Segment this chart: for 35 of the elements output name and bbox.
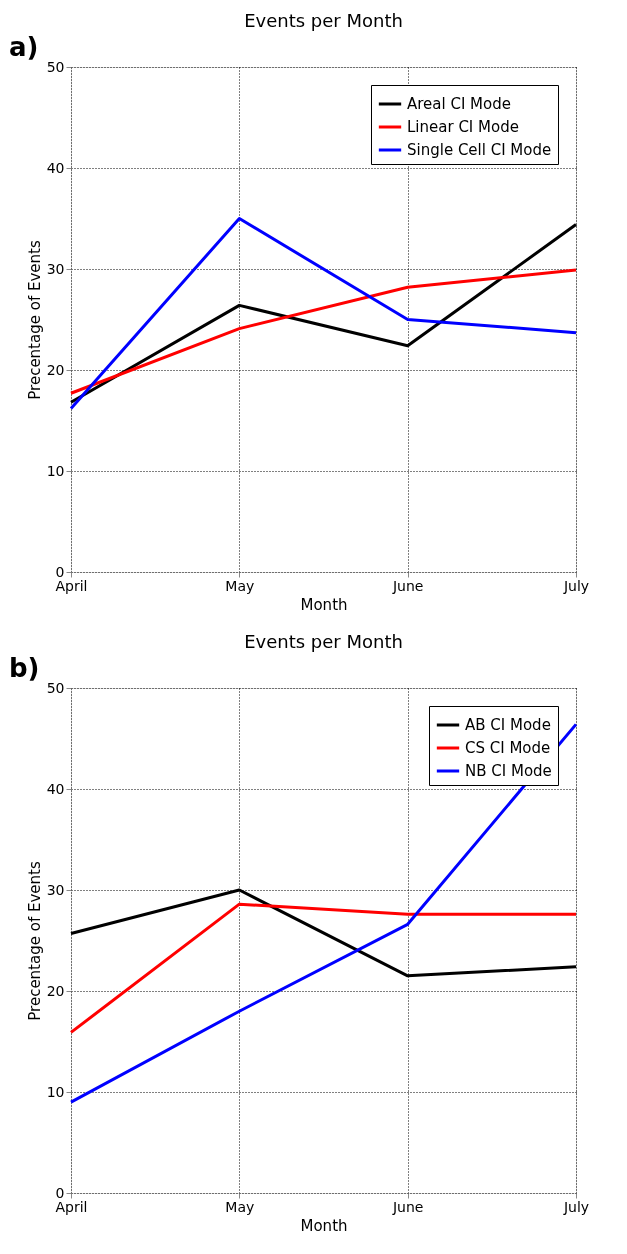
text: b) — [9, 653, 40, 683]
x-tick-label: July — [562, 577, 590, 594]
legend-label: AB CI Mode — [465, 716, 551, 734]
y-tick-label: 40 — [46, 159, 65, 176]
y-tick-label: 10 — [46, 1083, 65, 1100]
y-tick-label: 10 — [46, 462, 65, 479]
x-tick-label: April — [55, 1198, 88, 1215]
chart-title: Events per Month — [244, 10, 403, 31]
y-tick-label: 40 — [46, 780, 65, 797]
legend-label: Linear CI Mode — [407, 118, 519, 136]
legend-label: Single Cell CI Mode — [407, 141, 552, 159]
y-tick-label: 30 — [46, 260, 65, 277]
x-tick-label: May — [225, 1198, 255, 1215]
y-tick-label: 0 — [55, 1184, 65, 1201]
line-series — [69, 268, 578, 395]
x-tick-label: June — [391, 1198, 424, 1215]
y-axis-title: Precentage of Events — [25, 240, 44, 400]
y-tick-label: 30 — [46, 881, 65, 898]
y-tick-label: 50 — [46, 679, 65, 696]
x-axis-title: Month — [300, 1216, 348, 1235]
y-tick-label: 20 — [46, 982, 65, 999]
legend-label: Areal CI Mode — [407, 95, 511, 113]
x-tick-label: April — [55, 577, 88, 594]
y-tick-label: 0 — [55, 563, 65, 580]
text: a) — [9, 32, 39, 62]
x-axis-title: Month — [300, 595, 348, 614]
legend-label: CS CI Mode — [465, 739, 551, 757]
chart-title: Events per Month — [244, 631, 403, 652]
y-axis-title: Precentage of Events — [25, 861, 44, 1021]
legend-label: NB CI Mode — [465, 762, 552, 780]
x-tick-label: July — [562, 1198, 590, 1215]
x-tick-label: June — [391, 577, 424, 594]
y-tick-label: 50 — [46, 58, 65, 75]
y-tick-label: 20 — [46, 361, 65, 378]
x-tick-label: May — [225, 577, 255, 594]
